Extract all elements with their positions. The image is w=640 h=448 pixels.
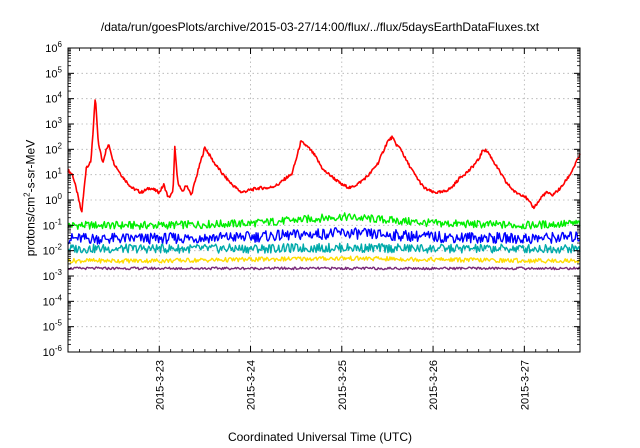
y-tick-label: 101 [45,167,62,182]
y-tick-label: 10-6 [43,344,63,359]
y-tick-label: 106 [45,40,62,55]
flux-series-line [67,212,581,230]
chart-title: /data/run/goesPlots/archive/2015-03-27/1… [100,20,540,34]
flux-series-line [67,99,581,213]
y-tick-label: 10-2 [43,243,63,258]
y-tick-label: 104 [45,91,62,106]
y-tick-label: 102 [45,141,62,156]
y-tick-label: 100 [45,192,62,207]
grid-lines [68,48,580,352]
x-tick-label: 2015-3-26 [428,360,440,410]
y-axis-label: protons/cm2-s-sr-MeV [22,139,38,257]
flux-series-line [67,255,581,264]
x-tick-label: 2015-3-25 [337,360,349,410]
y-tick-label: 10-4 [43,293,63,308]
y-tick-label: 10-5 [43,319,63,334]
x-tick-label: 2015-3-23 [154,360,166,410]
y-tick-label: 10-3 [43,268,63,283]
flux-series-line [67,266,581,271]
x-axis-label: Coordinated Universal Time (UTC) [227,430,413,444]
flux-series-line [67,242,581,254]
x-tick-label: 2015-3-27 [519,360,531,410]
y-tick-label: 10-1 [43,217,63,232]
data-series [67,99,581,271]
y-tick-label: 105 [45,65,62,80]
flux-series-line [67,227,581,245]
axis-ticks: 106 105 104 103 102 101 100 10-1 10-2 10-3 10-4 10-… [43,40,580,410]
x-tick-label: 2015-3-24 [246,360,258,410]
y-tick-label: 103 [45,116,62,131]
